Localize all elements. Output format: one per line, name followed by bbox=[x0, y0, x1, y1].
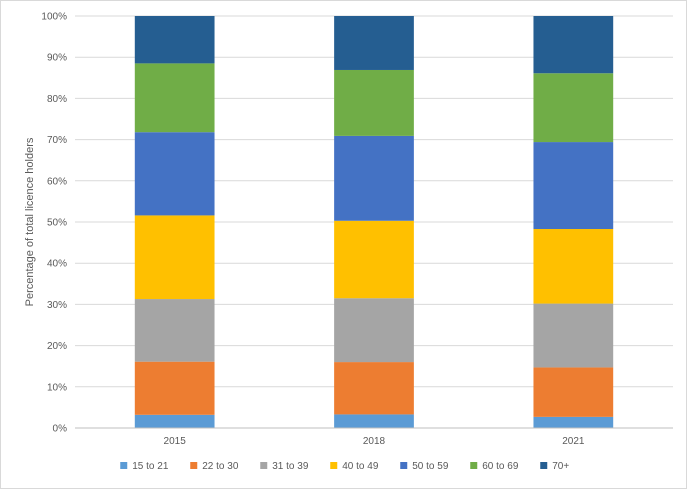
bar-segment bbox=[533, 416, 614, 428]
bar-segment bbox=[334, 414, 414, 428]
legend-swatch bbox=[470, 462, 478, 469]
y-tick-label: 90% bbox=[47, 53, 67, 64]
legend: 15 to 21 22 to 30 31 to 39 40 to 49 50 to 59… bbox=[120, 461, 569, 472]
y-tick-label: 70% bbox=[47, 135, 67, 146]
legend-item: 60 to 69 bbox=[470, 461, 519, 472]
y-tick-label: 0% bbox=[53, 424, 68, 435]
bar-segment bbox=[334, 135, 414, 221]
legend-label: 60 to 69 bbox=[482, 461, 519, 472]
legend-item: 70+ bbox=[540, 461, 569, 472]
y-tick-label: 20% bbox=[47, 341, 67, 352]
legend-swatch bbox=[400, 462, 408, 469]
bar-segment bbox=[533, 73, 614, 143]
legend-label: 22 to 30 bbox=[202, 461, 239, 472]
y-tick-label: 50% bbox=[47, 218, 67, 229]
y-tick-label: 40% bbox=[47, 259, 67, 270]
bar-segment bbox=[533, 16, 614, 74]
bar-segment bbox=[533, 367, 614, 417]
legend-label: 50 to 59 bbox=[412, 461, 449, 472]
bar-segment bbox=[334, 362, 414, 415]
bar-segment bbox=[334, 298, 414, 363]
x-tick-label: 2021 bbox=[562, 436, 585, 447]
x-tick-label: 2015 bbox=[164, 436, 187, 447]
bar-segment bbox=[134, 361, 215, 415]
bar-segment bbox=[134, 299, 215, 362]
bar-segment bbox=[334, 220, 414, 299]
bar-segment bbox=[134, 414, 215, 428]
legend-label: 70+ bbox=[552, 461, 569, 472]
legend-label: 31 to 39 bbox=[272, 461, 309, 472]
y-tick-label: 80% bbox=[47, 94, 67, 105]
bar-segment bbox=[334, 16, 414, 70]
y-tick-label: 30% bbox=[47, 300, 67, 311]
bar-segment bbox=[134, 16, 215, 64]
bar-segment bbox=[134, 215, 215, 300]
legend-item: 40 to 49 bbox=[330, 461, 379, 472]
x-tick-label: 2018 bbox=[363, 436, 386, 447]
legend-swatch bbox=[260, 462, 268, 469]
y-tick-label: 10% bbox=[47, 382, 67, 393]
bar-segment bbox=[334, 69, 414, 136]
legend-swatch bbox=[120, 462, 128, 469]
axes: 0% 10% 20% 30% 40% 50% 60% 70% 80% 90% 100% 2015 201… bbox=[41, 12, 673, 447]
bars bbox=[134, 16, 614, 428]
bar-segment bbox=[533, 303, 614, 368]
legend-label: 15 to 21 bbox=[132, 461, 169, 472]
bar-segment bbox=[134, 132, 215, 216]
legend-item: 15 to 21 bbox=[120, 461, 169, 472]
legend-label: 40 to 49 bbox=[342, 461, 379, 472]
y-tick-label: 100% bbox=[41, 12, 67, 23]
bar-segment bbox=[134, 63, 215, 133]
bar-segment bbox=[533, 229, 614, 304]
y-axis-title: Percentage of total licence holders bbox=[24, 137, 36, 306]
legend-item: 31 to 39 bbox=[260, 461, 309, 472]
y-tick-label: 60% bbox=[47, 176, 67, 187]
legend-swatch bbox=[540, 462, 548, 469]
legend-swatch bbox=[330, 462, 338, 469]
legend-swatch bbox=[190, 462, 198, 469]
legend-item: 50 to 59 bbox=[400, 461, 449, 472]
legend-item: 22 to 30 bbox=[190, 461, 239, 472]
bar-segment bbox=[533, 142, 614, 230]
